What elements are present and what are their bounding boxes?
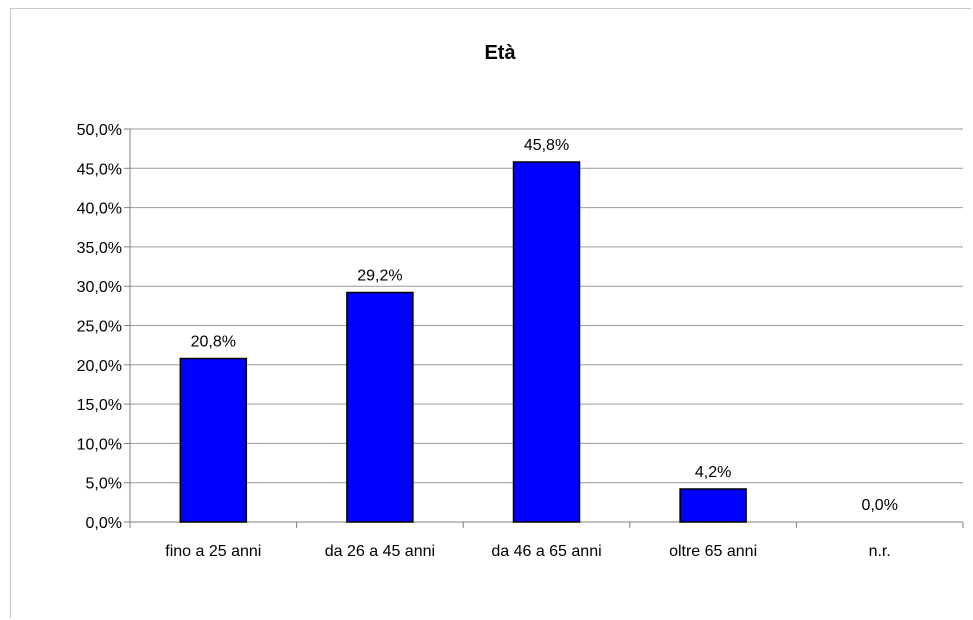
bar	[179, 357, 248, 523]
y-tick-label: 15,0%	[77, 397, 122, 414]
x-tick-label: n.r.	[869, 543, 891, 560]
chart-title: Età	[484, 42, 516, 64]
data-label: 45,8%	[524, 137, 569, 154]
x-tick-label: fino a 25 anni	[165, 543, 261, 560]
x-tick-label: da 26 a 45 anni	[325, 543, 435, 560]
y-tick-label: 30,0%	[77, 279, 122, 296]
x-tick-label: oltre 65 anni	[669, 543, 757, 560]
bar	[679, 488, 747, 523]
data-label: 29,2%	[357, 267, 402, 284]
data-label: 4,2%	[695, 464, 731, 481]
x-axis: fino a 25 anni da 26 a 45 anni da 46 a 65 …	[129, 521, 964, 560]
y-axis: 0,0% 5,0% 10,0% 15,0% 20,0% 25,0% 30,0% 35,0% 40…	[77, 122, 131, 532]
y-tick-label: 40,0%	[77, 201, 122, 218]
data-label: 20,8%	[191, 334, 236, 351]
y-tick-label: 10,0%	[77, 436, 122, 453]
y-tick-label: 35,0%	[77, 240, 122, 257]
data-label: 0,0%	[861, 497, 897, 514]
data-labels: 20,8% 29,2% 45,8% 4,2% 0,0%	[191, 137, 898, 514]
y-tick-label: 5,0%	[86, 476, 122, 493]
bar	[346, 291, 414, 523]
y-tick-label: 45,0%	[77, 161, 122, 178]
y-tick-label: 0,0%	[86, 515, 122, 532]
y-tick-label: 20,0%	[77, 358, 122, 375]
bars	[179, 161, 747, 523]
chart-frame	[10, 8, 971, 618]
bar	[512, 161, 581, 523]
y-tick-label: 50,0%	[77, 122, 122, 139]
y-tick-label: 25,0%	[77, 319, 122, 336]
x-tick-label: da 46 a 65 anni	[491, 543, 601, 560]
